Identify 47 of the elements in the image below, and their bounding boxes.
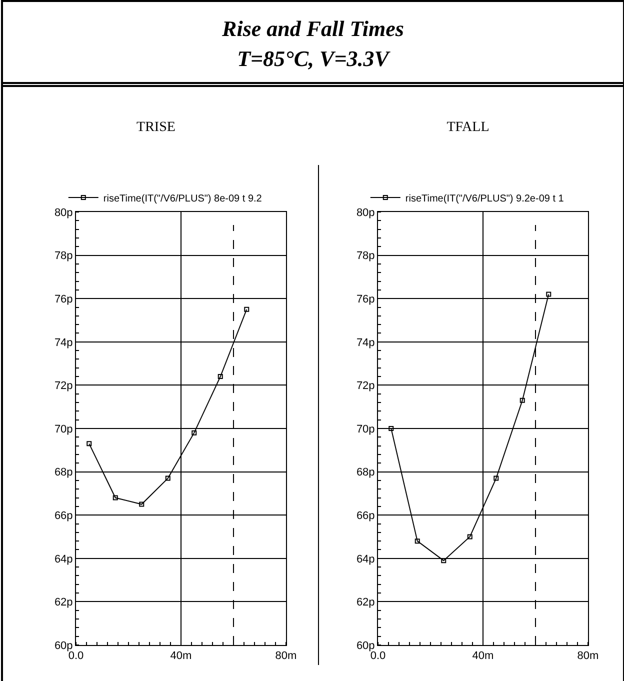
text: T=85°C, V=3.3V [236, 45, 392, 73]
y-tick-label: 60p [356, 640, 375, 652]
point [192, 430, 197, 436]
y-tick-label: 70p [356, 423, 375, 436]
y-tick-label: 64p [356, 553, 375, 566]
y-tick-label: 74p [54, 336, 73, 349]
y-tick-label: 68p [54, 466, 73, 479]
y-tick-label: 60p [54, 640, 73, 652]
x-tick-label: 0.0 [68, 650, 84, 662]
text: Rise and Fall Times [221, 15, 405, 43]
legend-label: riseTime(IT("/V6/PLUS") 8e-09 t 9.2 [103, 193, 262, 204]
y-tick-label: 76p [54, 293, 73, 306]
x-tick-label: 0.0 [370, 650, 386, 662]
y-tick-label: 78p [356, 250, 375, 262]
legend-label: riseTime(IT("/V6/PLUS") 9.2e-09 t 1 [405, 193, 564, 204]
x-tick-label: 40m [170, 650, 192, 662]
y-tick-label: 68p [356, 466, 375, 479]
x-tick-label: 40m [472, 650, 494, 662]
y-tick-label: 80p [54, 206, 73, 219]
y-tick-label: 76p [356, 293, 375, 306]
x-tick-label: 80m [577, 650, 599, 662]
y-tick-label: 72p [356, 380, 375, 392]
chart-title: TFALL [446, 120, 490, 136]
chart-title: TRISE [136, 120, 176, 136]
y-tick-label: 62p [54, 596, 73, 609]
point [218, 374, 223, 380]
y-tick-label: 74p [356, 336, 375, 349]
y-tick-label: 70p [54, 423, 73, 436]
x-tick-label: 80m [275, 650, 297, 662]
y-tick-label: 66p [356, 510, 375, 522]
y-tick-label: 72p [54, 380, 73, 392]
point [86, 441, 92, 446]
point [388, 426, 394, 431]
y-tick-label: 62p [356, 596, 375, 609]
point [244, 306, 250, 312]
point [467, 534, 472, 540]
y-tick-label: 80p [356, 206, 375, 219]
y-tick-label: 66p [54, 510, 73, 522]
point [139, 502, 144, 507]
y-tick-label: 64p [54, 553, 73, 566]
point [520, 398, 525, 403]
point [546, 292, 552, 297]
point [494, 476, 499, 481]
point [165, 476, 170, 481]
point [414, 538, 420, 544]
y-tick-label: 78p [54, 250, 73, 262]
point [112, 495, 118, 500]
